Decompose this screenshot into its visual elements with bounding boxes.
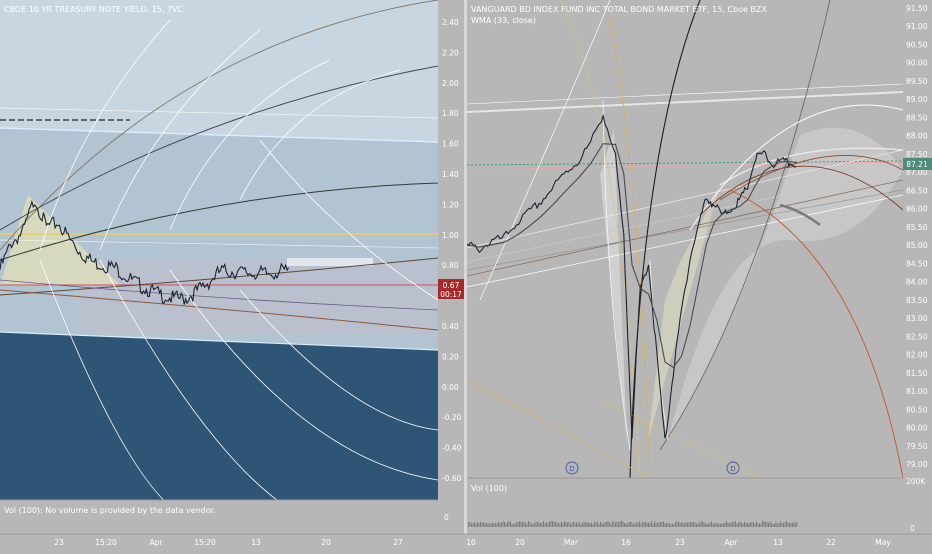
- right-y-tick: 82.00: [906, 351, 928, 360]
- right-last-value-label: 87.21: [906, 160, 928, 169]
- left-price-series: [0, 199, 290, 305]
- right-y-tick: 87.50: [906, 150, 928, 159]
- left-y-tick: 1.60: [442, 140, 459, 149]
- left-y-tick: 0.40: [442, 322, 459, 331]
- right-y-tick: 86.00: [906, 205, 928, 214]
- right-y-tick: 89.00: [906, 95, 928, 104]
- right-y-tick: 79.50: [906, 442, 928, 451]
- right-last-value-badge: [903, 158, 932, 170]
- left-x-tick-labels: 23 15:20 Apr 15:20 13 20 27: [54, 538, 403, 547]
- left-y-tick: 1.40: [442, 170, 459, 179]
- right-y-tick: 91.50: [906, 4, 928, 13]
- right-y-tick: 89.50: [906, 77, 928, 86]
- right-y-tick: 83.50: [906, 296, 928, 305]
- right-x-tick: 16: [621, 538, 631, 547]
- left-y-tick: 2.40: [442, 18, 459, 27]
- right-x-tick: 23: [675, 538, 685, 547]
- right-wma-series: [467, 143, 798, 369]
- left-x-tick: 20: [321, 538, 331, 547]
- left-y-tick: 1.00: [442, 231, 459, 240]
- left-volume-pane: [0, 500, 438, 534]
- event-marker-1[interactable]: [565, 461, 579, 475]
- right-y-tick: 85.50: [906, 223, 928, 232]
- left-chart-title: CBOE 10 YR TREASURY NOTE YIELD, 15, 7VC: [4, 5, 184, 14]
- right-y-tick: 81.50: [906, 369, 928, 378]
- event-marker-2-label: D: [730, 465, 735, 473]
- right-x-tick: 13: [773, 538, 783, 547]
- right-y-tick: 84.50: [906, 259, 928, 268]
- right-x-tick: Mar: [564, 538, 579, 547]
- left-y-tick: -0.40: [442, 444, 462, 453]
- right-price-series: [467, 113, 797, 439]
- left-y-tick-labels: 2.402.202.001.801.601.401.201.000.800.60…: [442, 18, 462, 483]
- left-volume-axis-label: 0: [444, 513, 449, 522]
- left-y-tick: 2.20: [442, 48, 459, 57]
- right-volume-text: Vol (100): [471, 484, 508, 493]
- right-y-tick: 79.00: [906, 460, 928, 469]
- right-y-tick: 82.50: [906, 332, 928, 341]
- left-volume-text: Vol (100): No volume is provided by the …: [4, 506, 216, 515]
- left-y-tick: 0.80: [442, 261, 459, 270]
- left-y-tick: 1.80: [442, 109, 459, 118]
- right-indicator-label: WMA (33, close): [471, 16, 536, 25]
- right-y-tick: 84.00: [906, 278, 928, 287]
- right-y-tick: 91.00: [906, 22, 928, 31]
- right-x-tick: Apr: [725, 538, 739, 547]
- left-y-tick: 2.00: [442, 79, 459, 88]
- right-y-tick: 85.00: [906, 241, 928, 250]
- time-axis: [0, 534, 932, 550]
- right-x-tick: 20: [515, 538, 525, 547]
- right-y-tick: 80.00: [906, 424, 928, 433]
- right-y-tick: 80.50: [906, 405, 928, 414]
- right-chart-title: VANGUARD BD INDEX FUND INC TOTAL BOND MA…: [471, 5, 767, 14]
- right-y-tick: 90.00: [906, 59, 928, 68]
- right-drawings: [467, 0, 903, 478]
- left-countdown-label: 00:17: [440, 290, 462, 299]
- left-x-tick: 15:20: [95, 538, 117, 547]
- left-x-tick: 13: [251, 538, 261, 547]
- right-y-tick: 86.50: [906, 186, 928, 195]
- right-volume-axis-top: 200K: [906, 477, 926, 486]
- left-x-tick: 27: [393, 538, 403, 547]
- right-y-tick-labels: 91.50 91.00 90.50 90.00 89.50 89.00 88.50 88.00…: [906, 4, 928, 469]
- right-volume-axis-zero: 0: [910, 524, 915, 533]
- left-drawings: [0, 0, 438, 500]
- left-y-tick: 1.20: [442, 200, 459, 209]
- right-y-tick: 88.50: [906, 113, 928, 122]
- left-y-tick: 0.00: [442, 383, 459, 392]
- event-marker-1-label: D: [569, 465, 574, 473]
- left-x-tick: 23: [54, 538, 64, 547]
- left-y-tick: -0.20: [442, 413, 462, 422]
- right-y-tick: 88.00: [906, 132, 928, 141]
- pane-divider[interactable]: [464, 0, 467, 550]
- event-marker-2[interactable]: [726, 461, 740, 475]
- left-y-tick: 0.20: [442, 352, 459, 361]
- right-x-tick-labels: 10 20 Mar 16 23 Apr 13 22 May: [466, 538, 891, 547]
- right-x-tick: May: [875, 538, 891, 547]
- right-y-tick: 83.00: [906, 314, 928, 323]
- left-last-value-label: 0.67: [443, 281, 460, 290]
- right-y-tick: 87.00: [906, 168, 928, 177]
- left-y-tick: -0.60: [442, 474, 462, 483]
- left-x-tick: Apr: [150, 538, 164, 547]
- right-price-axis: [903, 0, 932, 534]
- right-x-tick: 22: [826, 538, 836, 547]
- right-x-tick: 10: [466, 538, 476, 547]
- right-y-tick: 90.50: [906, 40, 928, 49]
- right-y-tick: 81.00: [906, 387, 928, 396]
- left-price-axis: [438, 0, 464, 534]
- left-x-tick: 15:20: [194, 538, 216, 547]
- left-last-value-badge: [438, 279, 464, 299]
